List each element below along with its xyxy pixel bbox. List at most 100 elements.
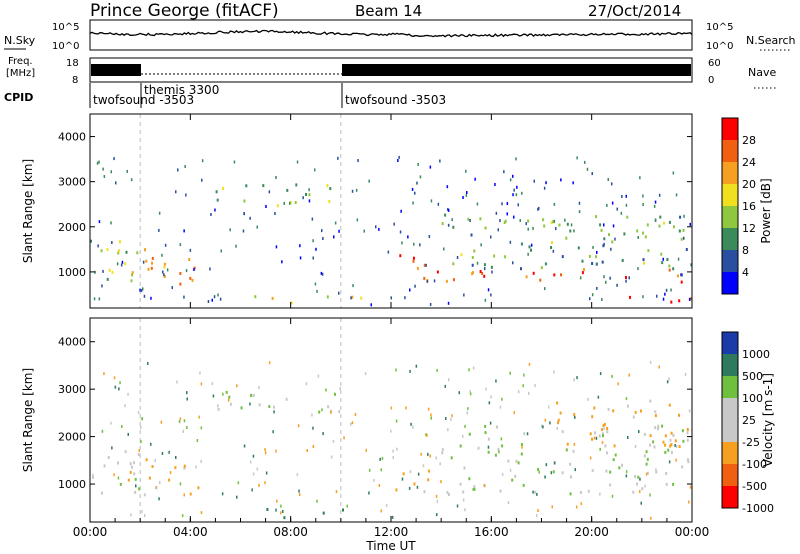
echo-cell <box>110 170 112 174</box>
echo-cell <box>273 405 275 409</box>
echo-cell <box>686 458 689 462</box>
echo-cell <box>430 413 432 417</box>
echo-cell <box>402 472 405 476</box>
echo-cell <box>674 444 676 447</box>
echo-cell <box>527 227 529 231</box>
echo-cell <box>243 444 246 448</box>
echo-cell <box>121 425 123 428</box>
echo-cell <box>672 482 675 486</box>
echo-cell <box>544 287 546 291</box>
echo-cell <box>450 417 452 421</box>
colorbar-tick-label: 12 <box>742 222 756 235</box>
echo-cell <box>98 160 100 164</box>
echo-cell <box>139 288 141 292</box>
echo-cell <box>127 478 130 482</box>
echo-cell <box>326 295 329 299</box>
echo-cell <box>111 446 113 450</box>
echo-cell <box>639 477 641 481</box>
echo-cell <box>286 188 289 192</box>
echo-cell <box>297 424 300 428</box>
echo-cell <box>179 482 182 486</box>
echo-cell <box>299 256 302 260</box>
echo-cell <box>561 255 564 259</box>
echo-cell <box>142 287 144 291</box>
echo-cell <box>494 453 497 457</box>
echo-cell <box>330 455 333 459</box>
echo-cell <box>494 183 496 186</box>
echo-cell <box>644 484 646 488</box>
power-colorbar-label: Power [dB] <box>759 178 773 243</box>
echo-cell <box>497 447 500 451</box>
echo-cell <box>528 245 531 249</box>
echo-cell <box>462 498 465 502</box>
echo-cell <box>184 165 186 168</box>
echo-cell <box>334 392 336 396</box>
echo-cell <box>397 159 399 162</box>
echo-cell <box>628 373 630 377</box>
echo-cell <box>513 411 515 415</box>
echo-cell <box>601 298 603 301</box>
echo-cell <box>501 444 504 448</box>
echo-cell <box>599 447 601 451</box>
echo-cell <box>308 193 311 197</box>
echo-cell <box>561 430 564 434</box>
echo-cell <box>690 263 693 267</box>
echo-cell <box>634 410 637 414</box>
echo-cell <box>428 235 431 238</box>
echo-cell <box>448 378 450 382</box>
echo-cell <box>393 222 395 226</box>
echo-cell <box>433 279 436 283</box>
echo-cell <box>583 268 585 272</box>
echo-cell <box>605 280 607 284</box>
echo-cell <box>466 191 468 194</box>
echo-cell <box>643 261 645 265</box>
echo-cell <box>479 217 482 221</box>
echo-cell <box>195 465 197 469</box>
echo-cell <box>664 434 667 438</box>
echo-cell <box>452 262 455 266</box>
echo-cell <box>537 468 540 471</box>
echo-cell <box>462 434 464 438</box>
echo-cell <box>240 406 243 410</box>
time-tick-label: 00:00 <box>73 525 108 539</box>
echo-cell <box>188 258 191 261</box>
echo-cell <box>275 245 278 249</box>
echo-cell <box>258 483 260 487</box>
echo-cell <box>409 369 411 373</box>
echo-cell <box>271 296 274 300</box>
nave-label: Nave <box>748 66 776 79</box>
echo-cell <box>212 394 215 398</box>
echo-cell <box>652 440 655 444</box>
echo-cell <box>668 460 671 464</box>
power-y-axis-label: Slant Range [km] <box>21 159 35 263</box>
echo-cell <box>401 241 403 245</box>
echo-cell <box>137 453 140 457</box>
echo-cell <box>649 434 652 438</box>
echo-cell <box>515 157 517 161</box>
colorbar-tick-label: 1000 <box>742 348 770 361</box>
echo-cell <box>427 478 430 482</box>
echo-cell <box>423 490 426 494</box>
echo-cell <box>414 284 416 288</box>
echo-cell <box>268 361 271 365</box>
echo-cell <box>179 272 182 275</box>
colorbar-tick-label: 20 <box>742 178 756 191</box>
echo-cell <box>498 450 500 454</box>
echo-cell <box>550 471 553 475</box>
echo-cell <box>131 273 133 277</box>
echo-cell <box>198 415 200 419</box>
echo-cell <box>235 244 237 248</box>
echo-cell <box>639 490 641 494</box>
echo-cell <box>114 385 117 389</box>
echo-cell <box>102 167 104 171</box>
echo-cell <box>606 430 609 434</box>
echo-cell <box>414 191 416 195</box>
echo-cell <box>325 388 327 392</box>
echo-cell <box>591 172 593 176</box>
echo-cell <box>628 276 630 280</box>
echo-cell <box>642 258 645 262</box>
colorbar-tick-label: -25 <box>742 436 760 449</box>
echo-cell <box>614 237 616 241</box>
echo-cell <box>392 456 394 459</box>
echo-cell <box>295 183 298 187</box>
